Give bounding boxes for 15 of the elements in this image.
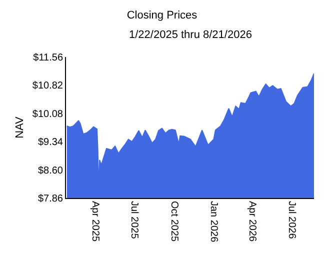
x-tick-label: Jul 2025 [128,201,140,240]
x-tick-label: Oct 2025 [168,201,180,242]
x-tick-label: Apr 2025 [89,201,100,242]
y-tick-label: $7.86 [38,194,64,204]
y-tick-label: $10.08 [32,108,64,120]
chart-subtitle: 1/22/2025 thru 8/21/2026 [129,29,252,41]
y-axis-title: NAV [14,116,26,138]
y-tick-label: $8.60 [38,165,64,176]
y-tick-label: $9.34 [38,137,64,148]
x-tick-label: Jan 2026 [208,201,219,243]
y-tick-label: $11.56 [33,52,64,64]
x-tick-label: Apr 2026 [246,201,258,242]
x-tick-label: Jul 2026 [286,201,297,240]
y-tick-label: $10.82 [32,80,64,92]
chart-title: Closing Prices [126,9,198,22]
